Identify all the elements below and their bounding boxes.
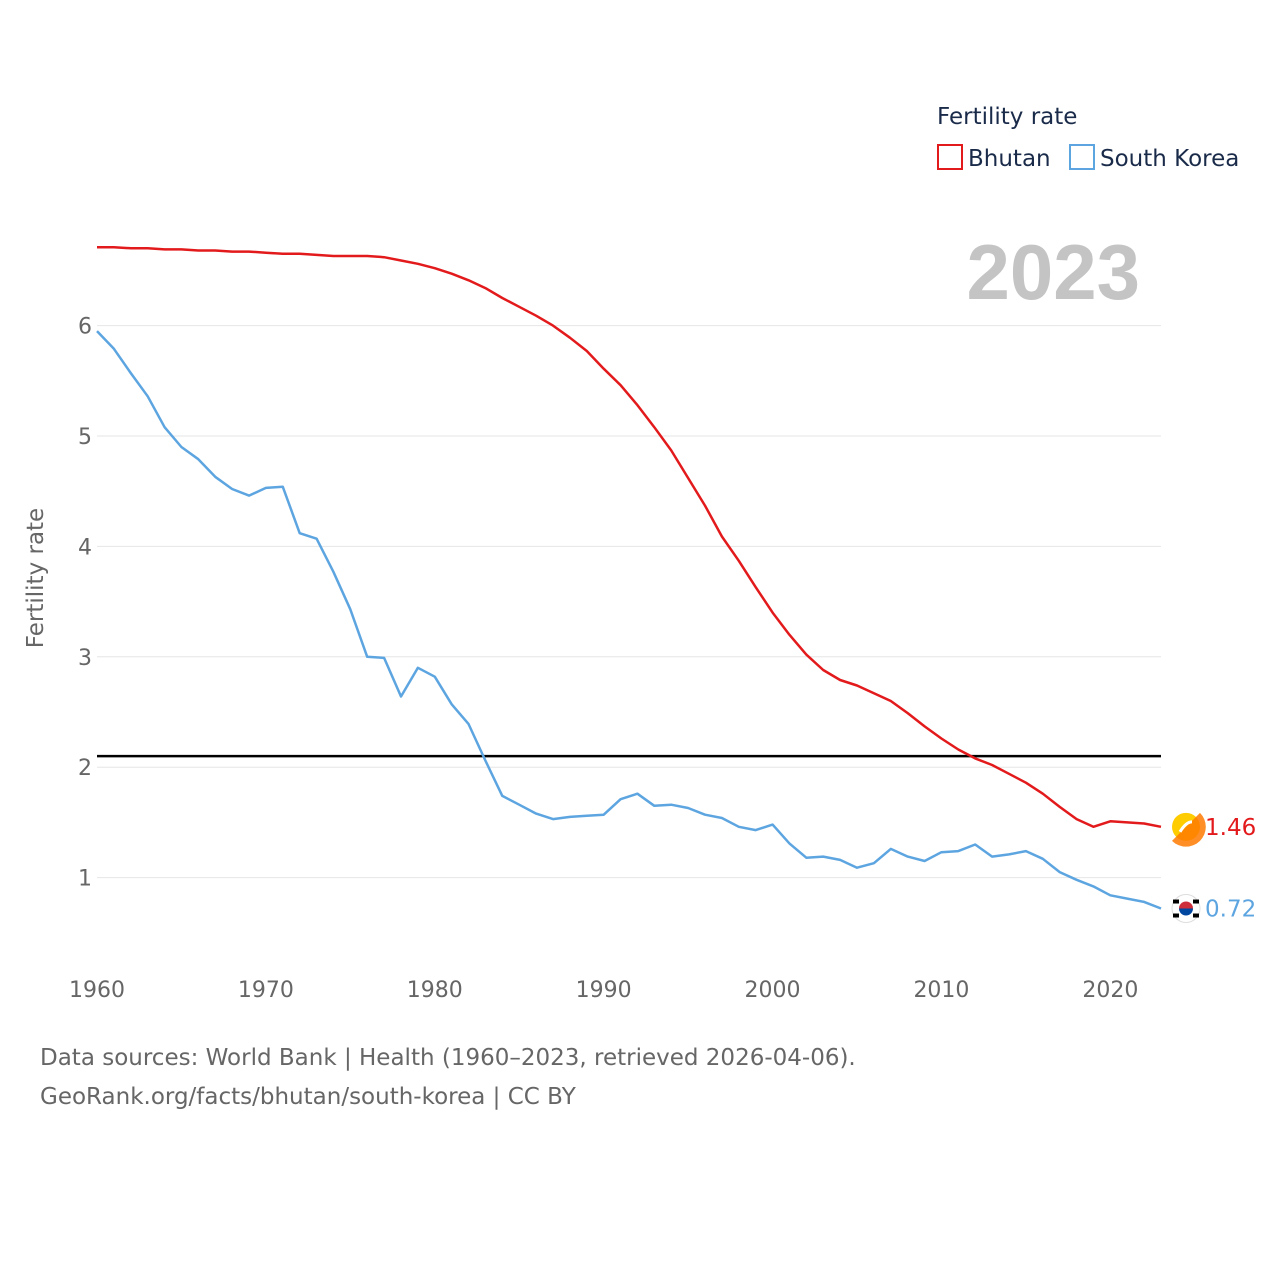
x-tick-label: 1970: [238, 978, 294, 1003]
source-url-text[interactable]: GeoRank.org/facts/bhutan/south-korea | C…: [40, 1084, 576, 1110]
bhutan-flag-icon: [1172, 812, 1206, 847]
y-tick-label: 6: [78, 315, 92, 340]
series-lines: [96, 245, 1162, 910]
x-tick-label: 2000: [745, 978, 801, 1003]
series-line-south-korea[interactable]: [96, 330, 1162, 910]
legend: Fertility rate Bhutan South Korea: [937, 104, 1239, 172]
year-label: 2023: [966, 228, 1140, 316]
y-tick-label: 5: [78, 425, 92, 450]
legend-swatch-bhutan: [937, 144, 963, 170]
x-tick-label: 2010: [913, 978, 969, 1003]
y-tick-label: 4: [78, 535, 92, 560]
legend-label-bhutan: Bhutan: [968, 146, 1051, 172]
gridlines: [97, 325, 1161, 879]
y-tick-label: 1: [78, 867, 92, 892]
series-end-labels: 1.46 0.72: [1171, 812, 1256, 924]
end-value-label-south-korea: 0.72: [1205, 897, 1256, 923]
series-line-bhutan[interactable]: [97, 245, 1162, 829]
x-tick-label: 2020: [1082, 978, 1138, 1003]
legend-item-south-korea[interactable]: South Korea: [1069, 144, 1239, 172]
x-tick-label: 1980: [407, 978, 463, 1003]
legend-title: Fertility rate: [937, 104, 1077, 130]
south-korea-flag-icon: [1171, 894, 1201, 924]
end-value-label-bhutan: 1.46: [1205, 815, 1256, 841]
y-tick-label: 2: [78, 756, 92, 781]
y-axis-title: Fertility rate: [23, 508, 49, 648]
legend-item-bhutan[interactable]: Bhutan: [937, 144, 1051, 172]
y-axis-ticks: 1 2 3 4 5 6: [78, 315, 92, 892]
x-tick-label: 1990: [576, 978, 632, 1003]
x-tick-label: 1960: [69, 978, 125, 1003]
y-tick-label: 3: [78, 646, 92, 671]
x-axis-ticks: 1960 1970 1980 1990 2000 2010 2020: [69, 978, 1138, 1003]
data-source-text: Data sources: World Bank | Health (1960–…: [40, 1045, 856, 1071]
legend-swatch-south-korea: [1069, 144, 1095, 170]
legend-label-south-korea: South Korea: [1100, 146, 1239, 172]
